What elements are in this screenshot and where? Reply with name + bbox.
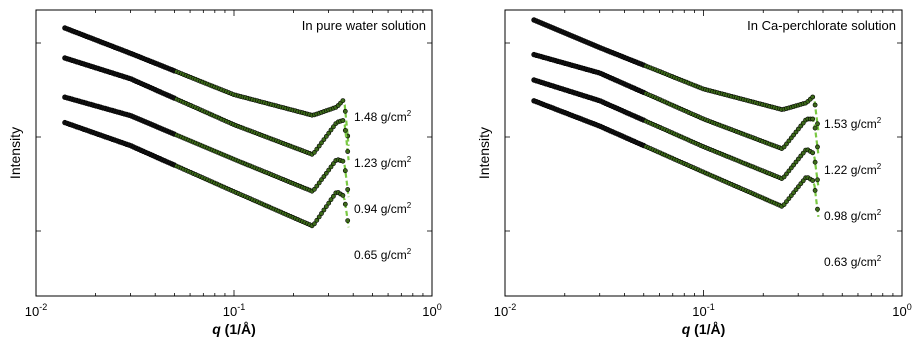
series-label: 0.65 g/cm2: [354, 247, 412, 262]
data-point: [810, 178, 816, 183]
data-point: [342, 201, 348, 207]
data-point: [321, 207, 327, 213]
data-point: [340, 158, 346, 164]
series-label: 0.94 g/cm2: [354, 201, 412, 216]
data-point: [328, 127, 334, 133]
data-point: [812, 187, 818, 193]
data-point: [314, 146, 320, 152]
data-point: [321, 137, 327, 142]
chart-panel-2: 10-2 10-1 100 q (1/Å) Intensity In Ca-perchlo…: [476, 9, 912, 337]
series-label: 0.63 g/cm2: [824, 254, 882, 269]
data-point: [326, 130, 332, 136]
data-point: [812, 159, 818, 165]
data-point: [319, 177, 324, 183]
data-point: [815, 206, 820, 212]
x-tick-label: 10-2: [494, 302, 516, 319]
chart-title: In Ca-perchlorate solution: [747, 18, 896, 33]
data-point: [810, 116, 816, 122]
data-point: [311, 186, 317, 192]
data-point: [340, 98, 346, 103]
x-tick-label: 100: [892, 302, 911, 319]
x-tick-label: 10-1: [223, 302, 245, 319]
y-axis-label: Intensity: [7, 127, 23, 179]
data-series: [62, 55, 351, 157]
data-point: [330, 193, 336, 199]
x-tick-label: 100: [422, 302, 441, 319]
x-axis-label: q (1/Å): [212, 321, 256, 337]
data-point: [342, 127, 348, 133]
data-series: [531, 51, 820, 151]
data-point: [319, 211, 324, 216]
data-point: [314, 183, 320, 189]
series-label: 1.48 g/cm2: [354, 109, 412, 124]
data-point: [316, 180, 322, 186]
data-point: [330, 124, 336, 130]
data-series: [531, 77, 820, 183]
x-tick-label: 10-1: [692, 302, 714, 319]
data-point: [314, 217, 320, 223]
data-point: [316, 143, 322, 149]
x-axis-label: q (1/Å): [682, 321, 726, 337]
data-point: [326, 167, 332, 173]
data-point: [323, 170, 329, 176]
data-series: [62, 94, 351, 194]
data-series: [531, 17, 820, 127]
data-point: [328, 164, 334, 170]
data-point: [321, 174, 327, 179]
data-series: [62, 119, 351, 229]
data-point: [323, 133, 329, 139]
data-point: [810, 94, 816, 100]
data-point: [311, 221, 317, 227]
data-point: [810, 150, 816, 156]
chart-title: In pure water solution: [302, 18, 426, 33]
data-point: [311, 149, 317, 155]
data-point: [316, 214, 322, 220]
series-label: 1.23 g/cm2: [354, 155, 412, 170]
y-axis-label: Intensity: [476, 127, 492, 179]
data-point: [815, 177, 820, 183]
data-point: [328, 197, 334, 203]
series-label: 0.98 g/cm2: [824, 208, 882, 223]
chart-panel-1: 10-2 10-1 100 q (1/Å) Intensity In pure water…: [7, 9, 442, 337]
data-series: [531, 98, 820, 212]
data-point: [340, 192, 346, 198]
data-point: [319, 140, 324, 146]
data-point: [345, 149, 351, 154]
data-point: [340, 118, 346, 123]
data-point: [345, 218, 351, 223]
data-point: [330, 161, 336, 167]
data-series: [62, 25, 351, 139]
data-point: [812, 102, 818, 108]
data-point: [815, 121, 820, 127]
data-point: [815, 144, 820, 150]
x-tick-label: 10-2: [25, 302, 47, 319]
series-label: 1.53 g/cm2: [824, 116, 882, 131]
data-point: [812, 125, 818, 131]
data-point: [326, 200, 332, 206]
plot-frame: [504, 9, 903, 297]
data-point: [342, 168, 348, 174]
series-label: 1.22 g/cm2: [824, 162, 882, 177]
data-point: [323, 204, 329, 209]
data-point: [345, 187, 351, 192]
data-point: [342, 108, 348, 114]
